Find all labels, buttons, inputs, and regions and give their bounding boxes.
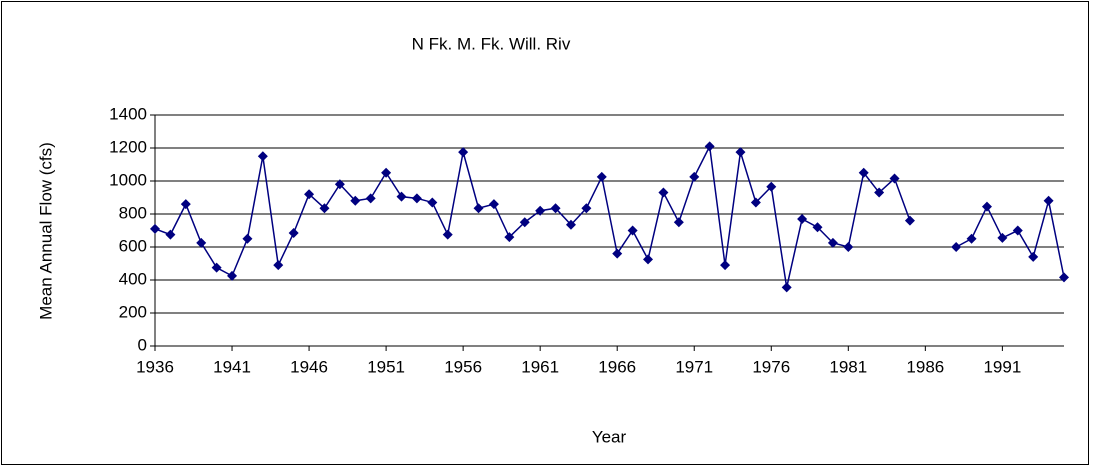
y-tick-label: 600 [119,236,147,255]
data-point [781,282,792,293]
x-tick-label: 1961 [521,357,559,376]
data-point [319,203,330,214]
y-tick-label: 1400 [109,104,147,123]
data-point [565,219,576,230]
data-point [396,191,407,202]
data-point [488,199,499,210]
data-point [1012,225,1023,236]
data-point [211,262,222,273]
data-point [227,270,238,281]
data-point [304,189,315,200]
x-tick-label: 1956 [444,357,482,376]
data-point [473,203,484,214]
x-tick-label: 1951 [367,357,405,376]
data-point [350,195,361,206]
data-point [643,254,654,265]
data-point [535,205,546,216]
chart-border [1,1,1089,465]
data-point [550,203,561,214]
data-point [704,141,715,152]
data-point [165,229,176,240]
data-point [874,187,885,198]
data-point [766,181,777,192]
y-axis-label: Mean Annual Flow (cfs) [36,142,55,320]
x-tick-label: 1936 [136,357,174,376]
x-tick-label: 1966 [598,357,636,376]
data-point [180,199,191,210]
y-tick-label: 1200 [109,137,147,156]
data-point [427,197,438,208]
y-tick-label: 800 [119,203,147,222]
data-point [242,233,253,244]
x-tick-label: 1941 [213,357,251,376]
x-tick-label: 1946 [290,357,328,376]
series-line [154,143,1065,288]
x-tick-label: 1981 [829,357,867,376]
data-point [596,171,607,182]
data-point [381,167,392,178]
data-point [720,260,731,271]
data-point [966,233,977,244]
data-point [673,217,684,228]
data-point [196,237,207,248]
data-point [735,147,746,158]
data-point [1059,272,1069,283]
x-tick-label: 1991 [983,357,1021,376]
data-point [904,215,915,226]
data-point [442,229,453,240]
data-point [504,232,515,243]
x-tick-label: 1976 [752,357,790,376]
data-point [889,173,900,184]
data-point [997,232,1008,243]
data-point [458,147,469,158]
data-point [658,187,669,198]
data-point [627,225,638,236]
data-point [334,179,345,190]
y-tick-label: 400 [119,269,147,288]
data-point [858,167,869,178]
data-point [951,242,962,252]
data-point [150,223,160,234]
data-point [827,237,838,248]
data-point [1028,251,1039,262]
data-point [843,242,854,252]
data-point [519,217,530,228]
x-tick-label: 1971 [675,357,713,376]
data-point [797,213,808,224]
data-point [581,203,592,214]
data-point [257,151,268,162]
data-point [1043,195,1054,206]
data-point [365,193,376,204]
data-point [612,248,623,259]
data-point [411,193,422,204]
data-point [981,201,992,212]
data-point [689,171,700,182]
y-tick-label: 200 [119,302,147,321]
x-tick-label: 1986 [906,357,944,376]
data-point [750,197,761,208]
chart-title: N Fk. M. Fk. Will. Riv [412,34,571,53]
data-point [273,260,284,271]
y-tick-label: 1000 [109,170,147,189]
data-point [288,227,299,238]
y-tick-label: 0 [138,335,147,354]
data-point [812,222,823,233]
x-axis-label: Year [592,427,627,446]
